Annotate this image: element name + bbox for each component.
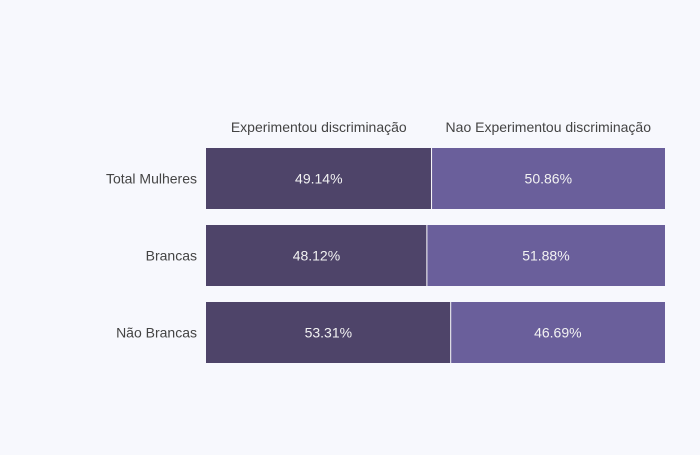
bar-segment[interactable]: [206, 225, 427, 286]
bar-value-label: 51.88%: [522, 248, 569, 264]
category-label: Não Brancas: [116, 325, 197, 341]
series-headers: Experimentou discriminação Nao Experiment…: [231, 119, 651, 135]
category-label: Brancas: [146, 248, 197, 264]
bar-segment[interactable]: [431, 148, 665, 209]
series-header-0: Experimentou discriminação: [231, 119, 407, 135]
bars: 49.14% 50.86% 48.12% 51.88% 53.31% 46.69%: [206, 148, 665, 363]
bar-value-label: 46.69%: [534, 325, 581, 341]
category-labels: Total Mulheres Brancas Não Brancas: [106, 171, 197, 341]
series-header-1: Nao Experimentou discriminação: [446, 119, 652, 135]
category-label: Total Mulheres: [106, 171, 197, 187]
bar-segment[interactable]: [450, 302, 665, 363]
bar-value-label: 53.31%: [305, 325, 352, 341]
bar-value-label: 50.86%: [525, 171, 572, 187]
bar-segment[interactable]: [206, 148, 432, 209]
bar-value-label: 48.12%: [293, 248, 340, 264]
bar-value-label: 49.14%: [295, 171, 342, 187]
bar-segment[interactable]: [426, 225, 665, 286]
bar-segment[interactable]: [206, 302, 451, 363]
